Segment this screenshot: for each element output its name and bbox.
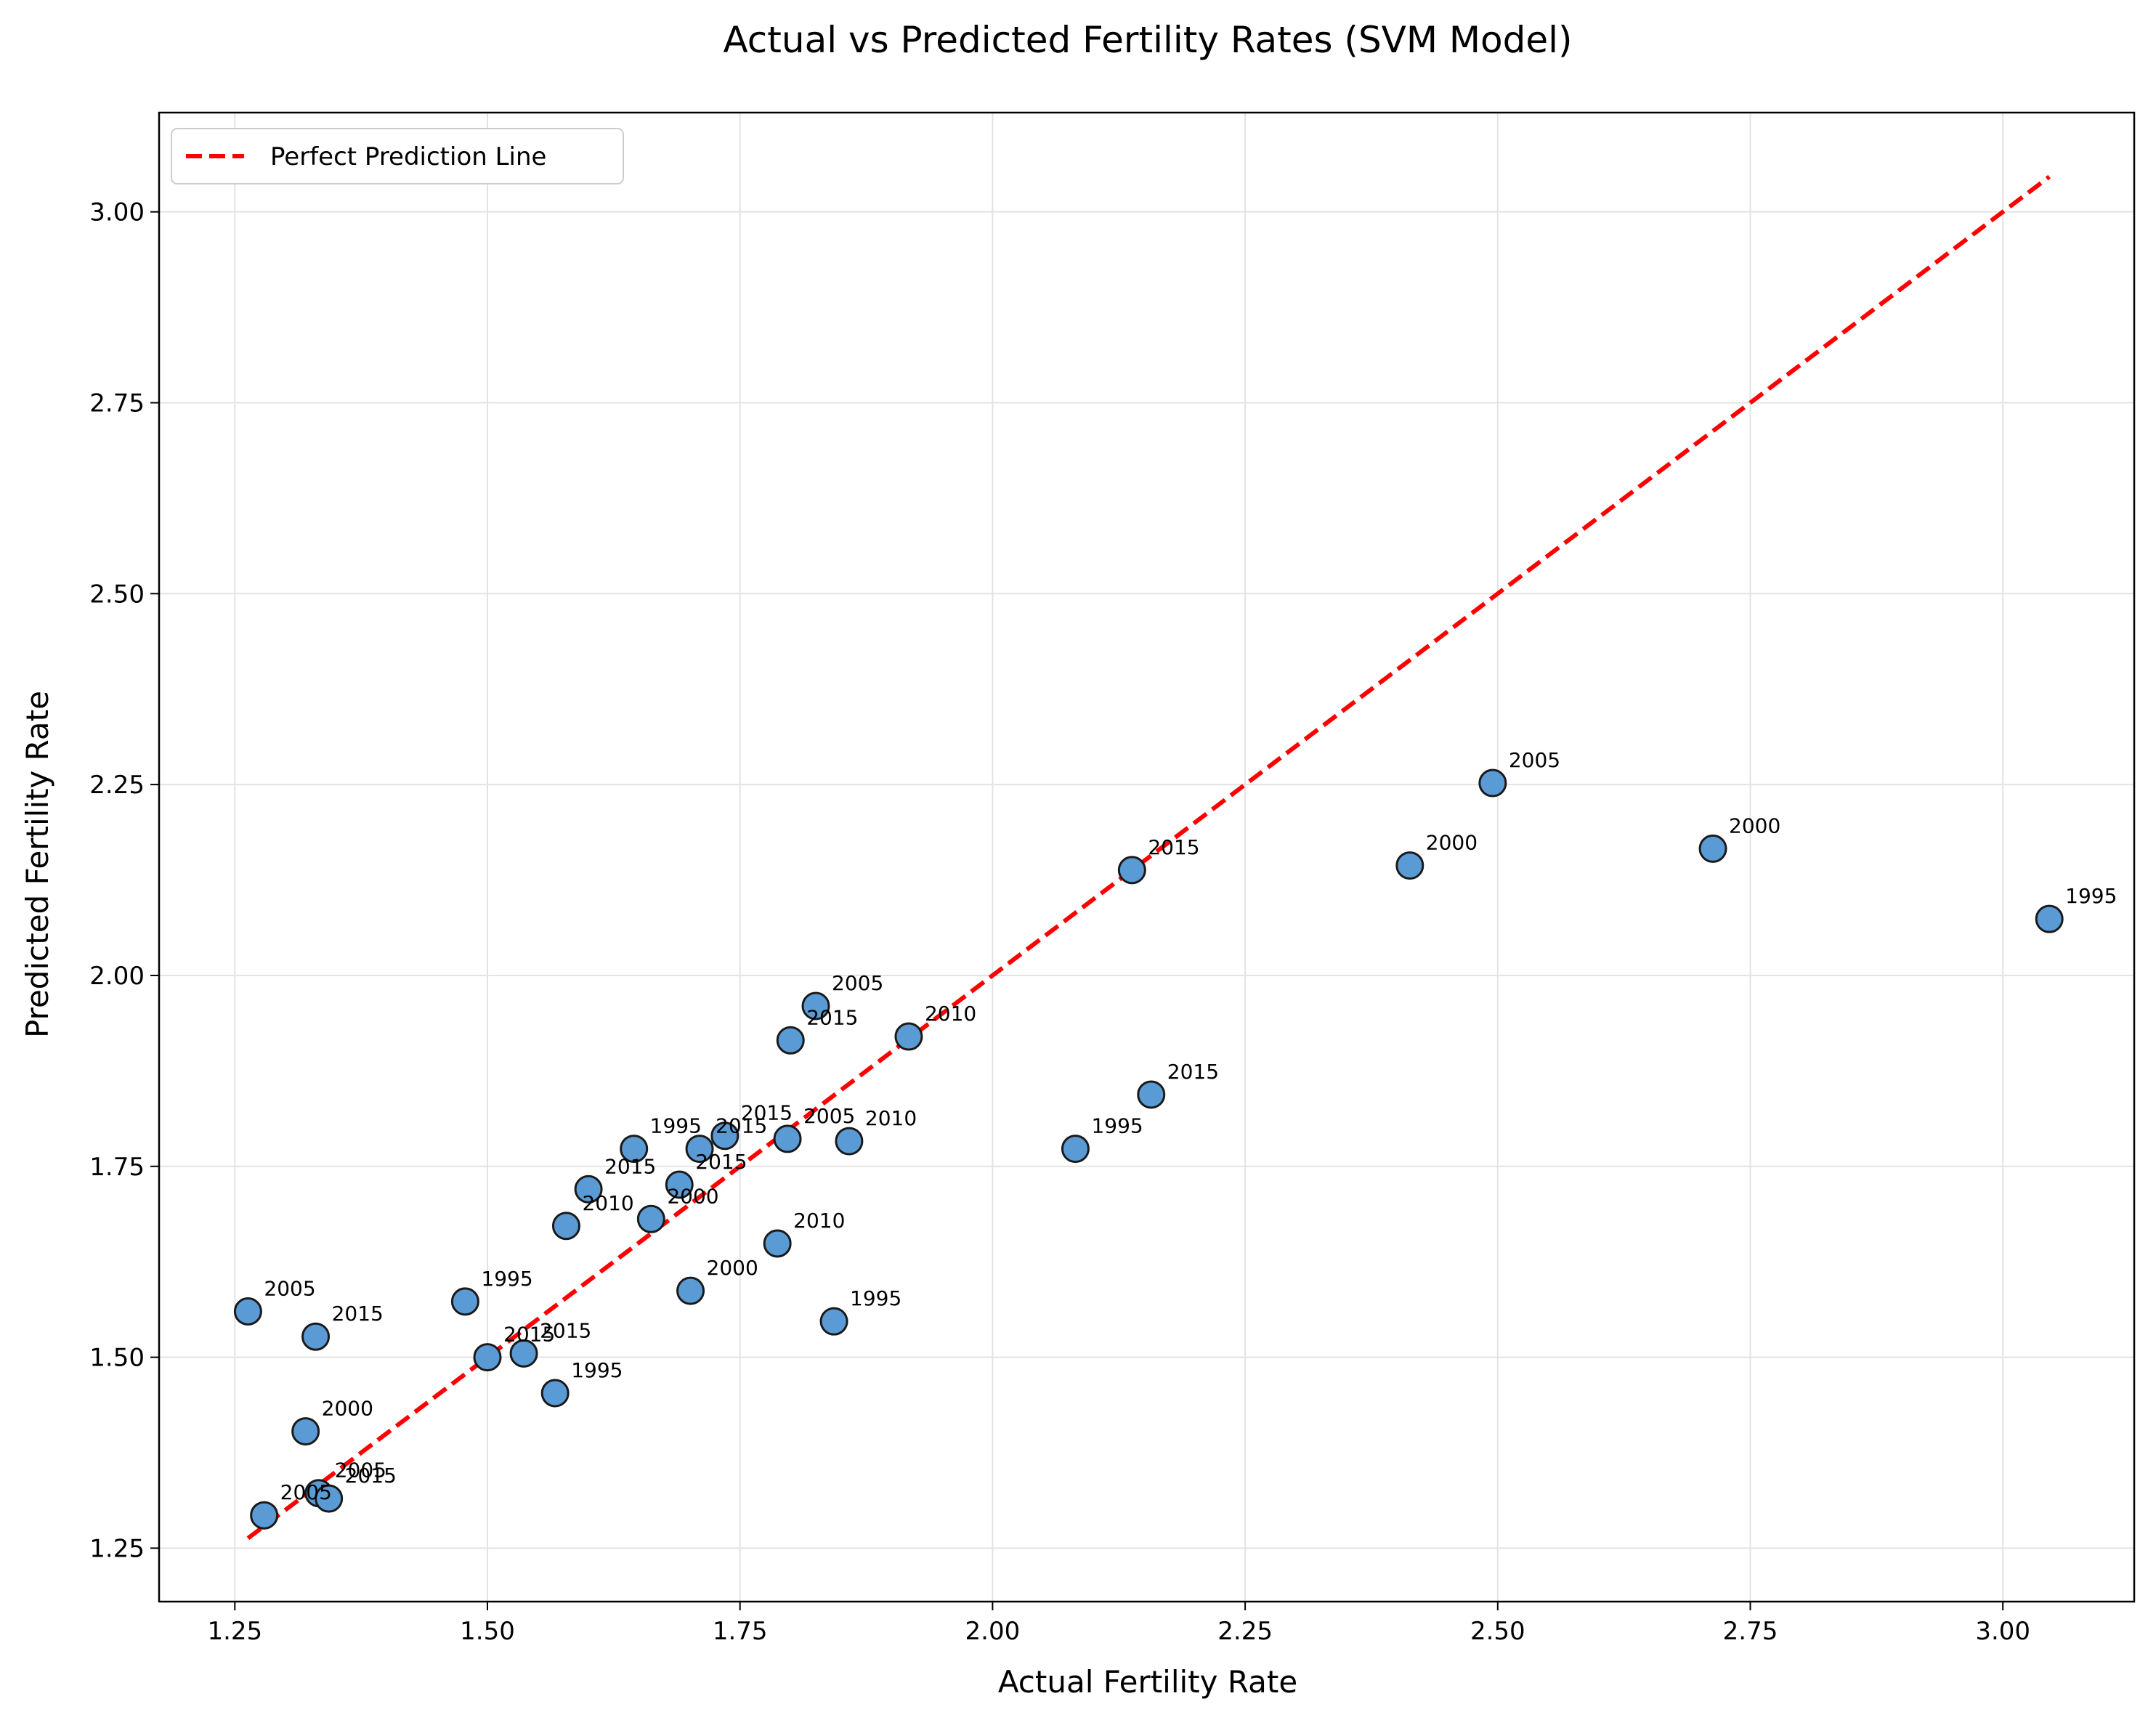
data-point-label: 2005 (803, 1104, 855, 1128)
data-point-label: 2015 (604, 1154, 656, 1178)
data-point-label: 2010 (793, 1209, 845, 1233)
data-point-label: 2005 (1509, 748, 1560, 772)
x-tick-label: 2.25 (1217, 1617, 1273, 1646)
data-point (1395, 851, 1424, 880)
y-tick-label: 2.25 (89, 771, 145, 800)
data-point-label: 2000 (667, 1184, 718, 1208)
x-axis-ticks: 1.25 1.50 1.75 2.00 2.25 2.50 2.75 3.00 (207, 1602, 2030, 1646)
data-point (776, 1026, 805, 1055)
x-tick-label: 3.00 (1975, 1617, 2030, 1646)
data-point (773, 1124, 802, 1153)
data-point (574, 1175, 603, 1204)
y-tick-label: 1.50 (89, 1344, 145, 1373)
data-point (894, 1022, 923, 1051)
data-point-label: 1995 (650, 1114, 702, 1138)
data-point (315, 1484, 344, 1513)
legend-label-perfect-prediction: Perfect Prediction Line (270, 142, 546, 171)
data-point-label: 2010 (582, 1191, 633, 1215)
data-point-label: 2015 (741, 1101, 793, 1125)
data-point-label: 2010 (865, 1106, 917, 1130)
data-point-label: 2015 (1167, 1060, 1219, 1084)
y-tick-label: 2.50 (89, 580, 145, 609)
data-point (2035, 904, 2064, 933)
data-point-label: 2015 (540, 1318, 591, 1342)
x-tick-label: 2.75 (1723, 1617, 1778, 1646)
data-point (540, 1379, 570, 1408)
data-point (763, 1229, 792, 1258)
perfect-prediction-line-layer (246, 174, 2051, 1541)
perfect-prediction-line (246, 174, 2051, 1541)
y-axis-title: Predicted Fertility Rate (20, 691, 55, 1038)
data-point (1478, 768, 1507, 798)
data-point-label: 2015 (332, 1302, 384, 1326)
data-point (1698, 834, 1727, 863)
data-point (710, 1121, 739, 1151)
data-point-label: 2000 (1729, 814, 1780, 837)
data-point (250, 1501, 279, 1530)
data-point-label: 1995 (850, 1286, 901, 1310)
data-point (509, 1339, 538, 1368)
data-point (473, 1343, 502, 1372)
data-point-label: 2005 (335, 1459, 386, 1482)
data-point (233, 1297, 262, 1326)
data-point-label: 2015 (1148, 835, 1199, 859)
data-points (233, 768, 2064, 1530)
x-tick-label: 2.50 (1470, 1617, 1525, 1646)
data-point (819, 1307, 848, 1336)
x-tick-label: 2.00 (965, 1617, 1021, 1646)
y-tick-label: 2.75 (89, 389, 145, 418)
data-point (1137, 1080, 1166, 1109)
data-point-label: 2015 (503, 1323, 555, 1347)
data-point-label: 1995 (2065, 884, 2117, 908)
data-point-label: 1995 (571, 1358, 623, 1382)
data-point-label: 2005 (280, 1480, 332, 1504)
data-point-label: 2000 (1426, 831, 1478, 855)
data-point (685, 1135, 714, 1164)
chart-title: Actual vs Predicted Fertility Rates (SVM… (723, 19, 1572, 61)
data-point (1061, 1135, 1090, 1164)
data-point-label: 2000 (707, 1256, 758, 1280)
data-point (551, 1212, 580, 1241)
legend-box (171, 128, 624, 184)
data-point-label: 2015 (345, 1464, 397, 1488)
plot-area-frame (158, 111, 2136, 1603)
y-tick-label: 3.00 (89, 198, 145, 227)
data-point (291, 1417, 320, 1446)
data-point (450, 1287, 479, 1316)
x-tick-label: 1.75 (713, 1617, 768, 1646)
x-tick-label: 1.50 (460, 1617, 515, 1646)
data-point (665, 1170, 694, 1199)
data-point-label: 2015 (716, 1114, 767, 1138)
grid-lines (159, 113, 2134, 1602)
data-point (801, 991, 830, 1021)
data-point (835, 1127, 864, 1156)
legend: Perfect Prediction Line (171, 128, 624, 184)
point-labels: 2005201520002005201520051995201520151995… (264, 748, 2117, 1504)
data-point (620, 1135, 649, 1164)
data-point (1117, 856, 1146, 885)
y-tick-label: 1.75 (89, 1153, 145, 1182)
data-point-label: 2005 (832, 971, 883, 995)
y-tick-label: 1.25 (89, 1534, 145, 1563)
data-point-label: 2000 (322, 1397, 373, 1421)
y-axis-ticks: 1.25 1.50 1.75 2.00 2.25 2.50 2.75 3.00 (89, 198, 159, 1563)
data-point (636, 1204, 665, 1233)
data-point-label: 2015 (695, 1150, 747, 1174)
data-point-label: 1995 (481, 1267, 532, 1291)
data-point-label: 2010 (925, 1002, 976, 1026)
data-point-label: 2005 (264, 1277, 315, 1301)
data-point-label: 2015 (806, 1005, 858, 1029)
data-point-label: 1995 (1091, 1114, 1143, 1138)
x-tick-label: 1.25 (207, 1617, 262, 1646)
y-tick-label: 2.00 (89, 962, 145, 991)
data-point (301, 1322, 331, 1351)
data-point (676, 1276, 705, 1305)
x-axis-title: Actual Fertility Rate (998, 1664, 1297, 1700)
